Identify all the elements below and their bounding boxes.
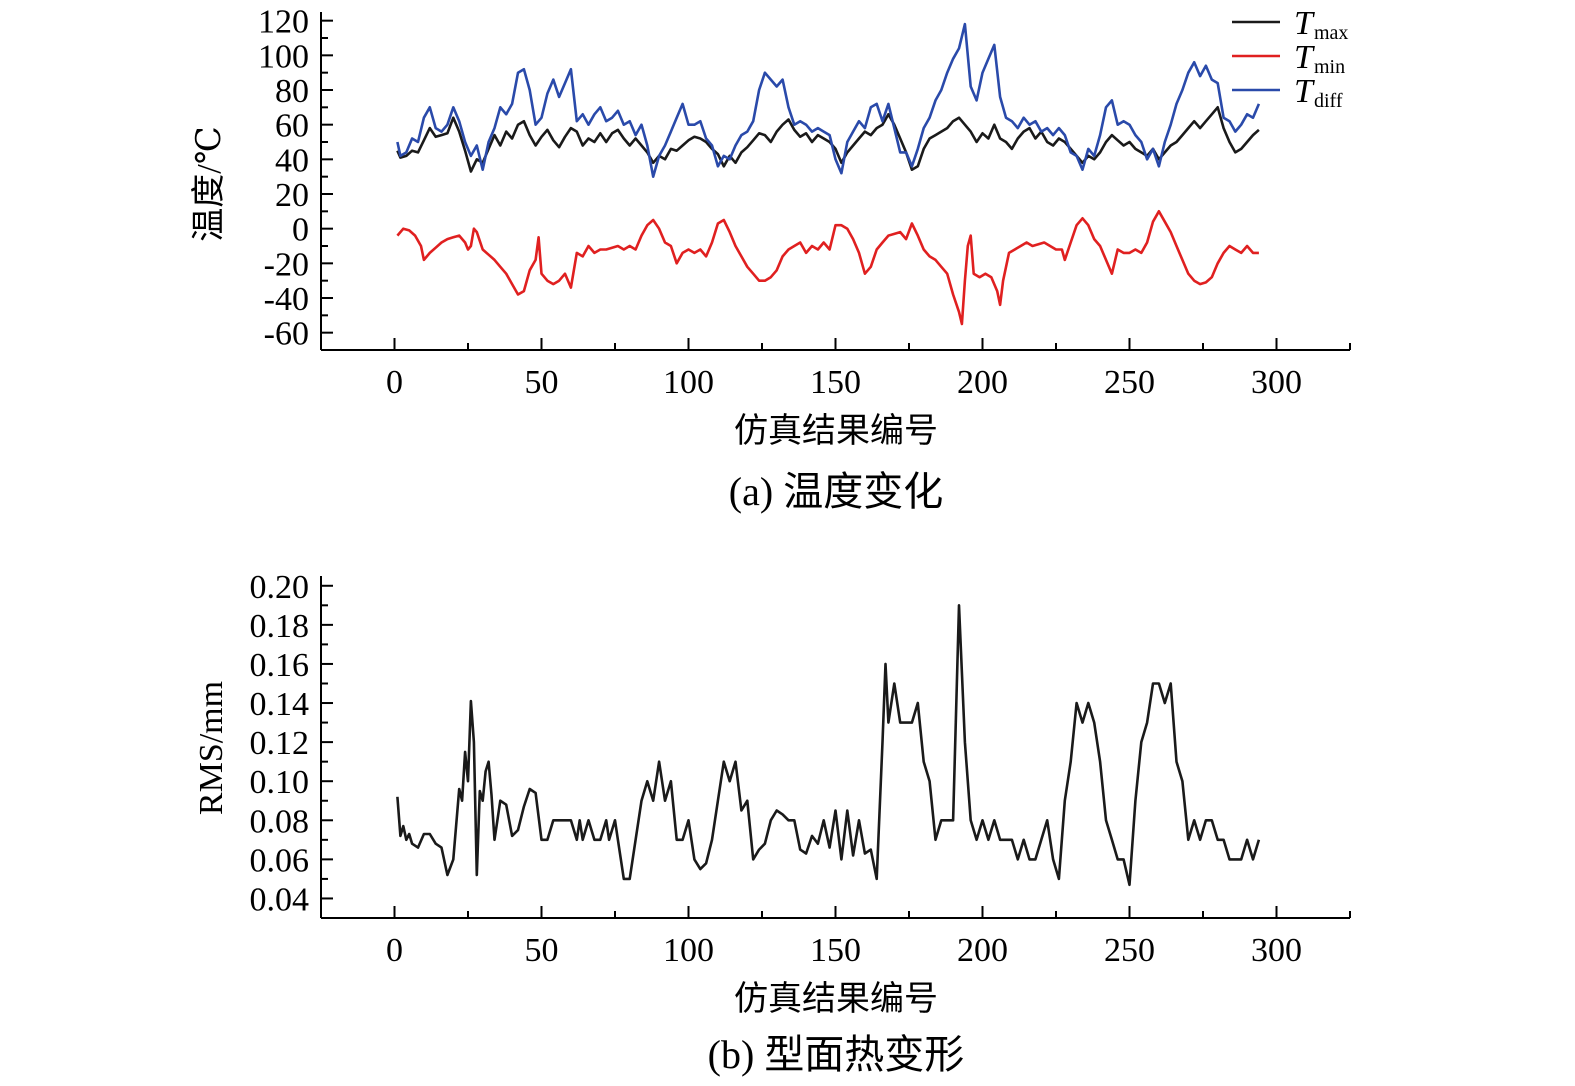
x-tick-label: 200 <box>957 364 1008 401</box>
y-tick-label: 60 <box>275 108 309 145</box>
y-axis-title: 温度/℃ <box>190 126 228 241</box>
legend-label: T <box>1294 5 1315 42</box>
x-tick-label: 50 <box>525 932 559 969</box>
x-tick-label: 100 <box>663 932 714 969</box>
series-line-diff <box>396 22 1261 178</box>
y-tick-label: 0.06 <box>250 842 310 879</box>
y-tick-label: 0 <box>292 212 309 249</box>
x-axis-title: 仿真结果编号 <box>734 412 938 450</box>
x-axis-title: 仿真结果编号 <box>734 980 938 1018</box>
x-tick-label: 150 <box>810 932 861 969</box>
y-tick-label: 20 <box>275 177 309 214</box>
x-tick-label: 250 <box>1104 932 1155 969</box>
legend-label-subscript: max <box>1314 22 1348 44</box>
y-tick-label: 0.16 <box>250 647 310 684</box>
y-tick-label: 0.14 <box>250 686 310 723</box>
x-tick-label: 300 <box>1251 364 1302 401</box>
y-axis-title: RMS/mm <box>193 681 230 815</box>
series-line-min <box>396 210 1259 326</box>
y-tick-label: -60 <box>264 316 309 353</box>
x-tick-label: 50 <box>525 364 559 401</box>
x-tick-label: 100 <box>663 364 714 401</box>
temperature-chart: 0 50 100 150 200 250 300-60-40-200204060801001… <box>190 4 1351 450</box>
caption-b: (b) 型面热变形 <box>708 1032 965 1077</box>
x-tick-label: 150 <box>810 364 861 401</box>
y-tick-label: -40 <box>264 281 309 318</box>
y-tick-label: 80 <box>275 73 309 110</box>
x-tick-label: 200 <box>957 932 1008 969</box>
y-tick-label: 40 <box>275 142 309 179</box>
y-tick-label: 0.04 <box>250 881 310 918</box>
y-tick-label: 0.12 <box>250 725 310 762</box>
series-line-max <box>396 106 1260 173</box>
y-tick-label: 100 <box>258 38 309 75</box>
y-tick-label: 0.10 <box>250 764 310 801</box>
legend-label: T <box>1294 73 1315 110</box>
x-tick-label: 300 <box>1251 932 1302 969</box>
legend-label-subscript: min <box>1314 56 1345 78</box>
x-tick-label: 250 <box>1104 364 1155 401</box>
x-tick-label: 0 <box>386 932 403 969</box>
y-tick-label: 0.18 <box>250 608 310 645</box>
caption-a: (a) 温度变化 <box>729 469 943 514</box>
y-tick-label: -20 <box>264 246 309 283</box>
series-line <box>396 604 1261 887</box>
y-tick-label: 120 <box>258 4 309 41</box>
rms-chart: 0 50 100 150 200 250 3000.040.060.080.100.120.… <box>193 569 1351 1018</box>
y-tick-label: 0.20 <box>250 569 310 606</box>
y-tick-label: 0.08 <box>250 803 310 840</box>
x-tick-label: 0 <box>386 364 403 401</box>
legend-label-subscript: diff <box>1314 90 1343 112</box>
legend-label: T <box>1294 39 1315 76</box>
